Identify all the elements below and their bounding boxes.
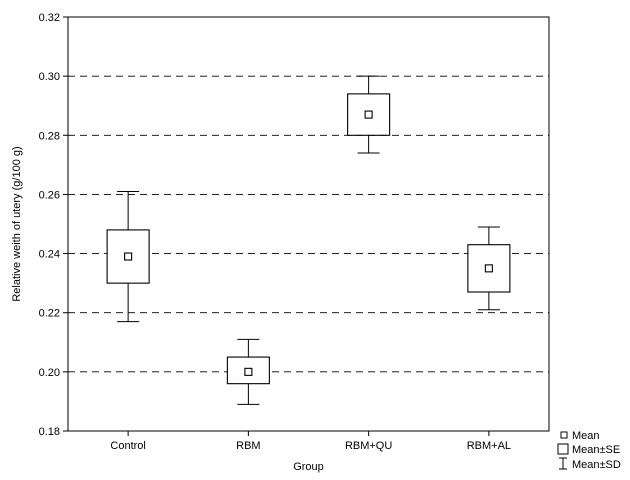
legend-mean-label: Mean: [572, 430, 600, 442]
x-tick-label: RBM+QU: [345, 440, 392, 452]
se-box: [226, 356, 270, 385]
x-tick-label: RBM: [236, 440, 260, 452]
mean-marker: [484, 264, 493, 273]
y-axis-label: Relative weith of utery (g/100 g): [11, 146, 23, 301]
y-tick-label: 0.20: [39, 367, 60, 379]
mean-marker: [364, 110, 373, 119]
x-axis: Control RBM RBM+QU RBM+AL: [110, 431, 511, 452]
grid-lines: [68, 75, 549, 373]
legend: Mean Mean±SE Mean±SD: [557, 430, 621, 471]
box-group: [226, 338, 270, 405]
mean-marker: [124, 252, 133, 261]
plot-frame: [67, 16, 550, 432]
y-axis: 0.18 0.20 0.22 0.24 0.26 0.28 0.30 0.32: [39, 12, 68, 438]
legend-se-swatch: [557, 443, 569, 455]
box-group: [467, 226, 511, 311]
legend-se-label: Mean±SE: [572, 444, 620, 456]
x-axis-label: Group: [293, 461, 324, 473]
y-tick-label: 0.32: [39, 12, 60, 24]
y-tick-label: 0.28: [39, 130, 60, 142]
y-tick-label: 0.30: [39, 71, 60, 83]
box-group: [347, 75, 391, 154]
y-tick-label: 0.26: [39, 189, 60, 201]
y-tick-label: 0.22: [39, 308, 60, 320]
y-tick-label: 0.24: [39, 249, 60, 261]
y-tick-label: 0.18: [39, 426, 60, 438]
se-box: [467, 244, 511, 293]
legend-mean-swatch: [560, 431, 568, 439]
legend-sd-label: Mean±SD: [572, 459, 621, 471]
x-tick-label: Control: [110, 440, 145, 452]
x-tick-label: RBM+AL: [467, 440, 511, 452]
mean-marker: [244, 367, 253, 376]
box-group: [106, 190, 150, 323]
box-series: [106, 75, 511, 405]
legend-sd-swatch: [559, 457, 567, 470]
